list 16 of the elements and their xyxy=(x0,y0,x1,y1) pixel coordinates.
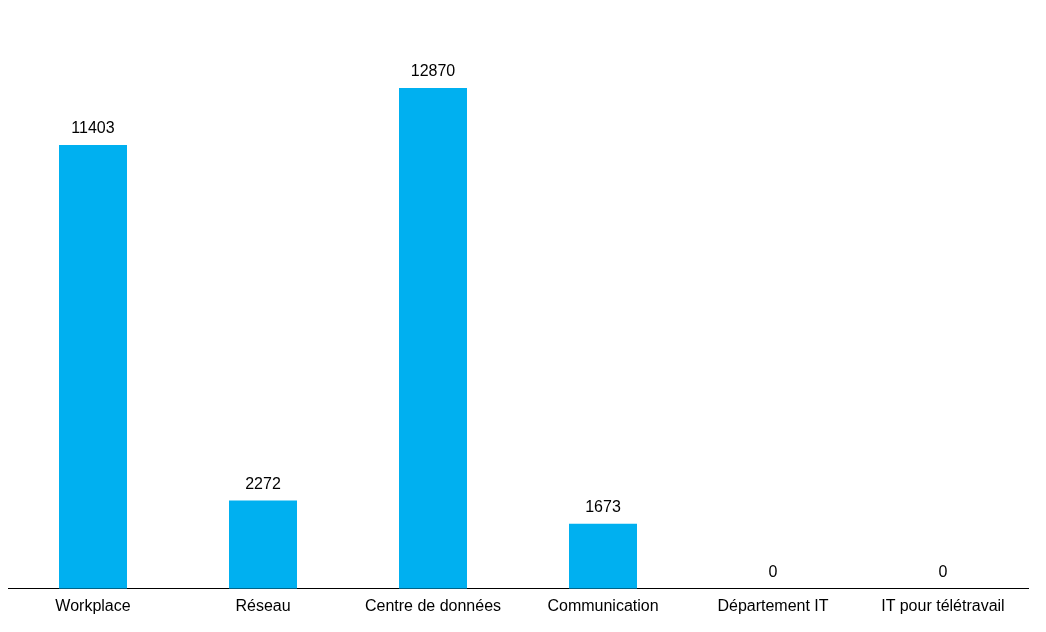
data-label: 11403 xyxy=(71,119,115,137)
x-tick-label: Département IT xyxy=(717,596,829,614)
x-tick-label: Workplace xyxy=(55,596,131,614)
x-tick-label: IT pour télétravail xyxy=(881,596,1005,614)
x-tick-label: Communication xyxy=(547,596,659,614)
bar xyxy=(59,145,127,589)
data-label: 0 xyxy=(938,563,948,581)
data-label: 12870 xyxy=(410,62,456,80)
x-tick-label: Centre de données xyxy=(364,596,502,614)
bar xyxy=(399,87,467,589)
bar xyxy=(229,500,297,589)
data-label: 1673 xyxy=(585,498,621,516)
data-label: 0 xyxy=(768,563,778,581)
data-label: 2272 xyxy=(245,474,281,492)
bar xyxy=(569,523,637,589)
x-tick-label: Réseau xyxy=(235,596,291,614)
